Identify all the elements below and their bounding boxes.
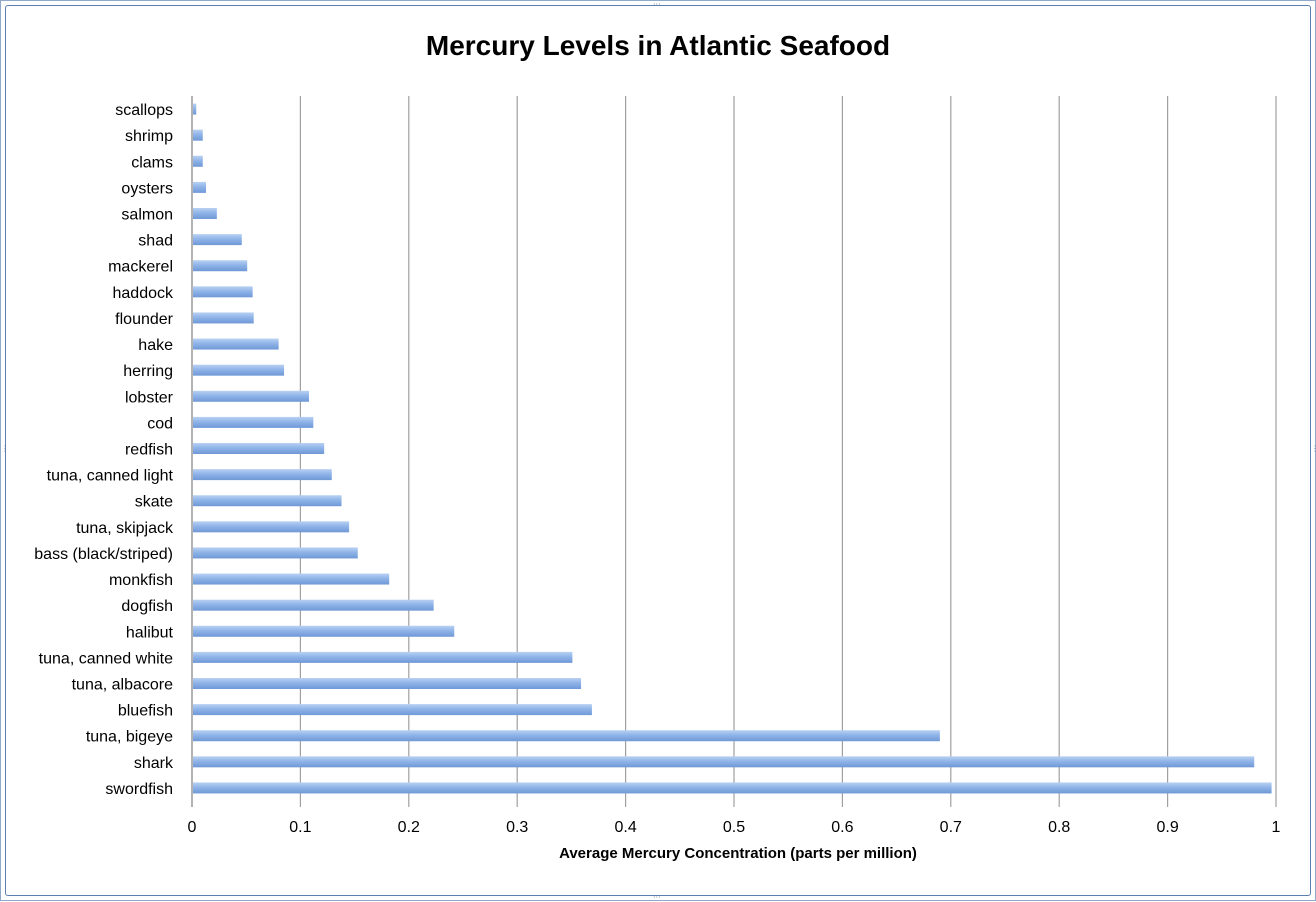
x-axis-title: Average Mercury Concentration (parts per… [559,845,917,862]
x-tick-label: 0.9 [1156,819,1178,836]
category-label: halibut [126,624,174,641]
x-tick-label: 0.4 [614,819,636,836]
category-label: shad [138,233,173,250]
bar [193,103,197,115]
resize-handle-top-icon[interactable]: ··· [653,0,661,9]
chart-border [5,5,1311,896]
x-tick-label: 0.5 [723,819,745,836]
bar [193,599,434,611]
x-tick-label: 0.6 [831,819,853,836]
x-tick-label: 0.7 [940,819,962,836]
bar [193,547,358,559]
bar [193,312,254,324]
category-label: shrimp [125,128,173,145]
x-tick-label: 0.8 [1048,819,1070,836]
bar [193,469,332,481]
resize-handle-bottom-icon[interactable]: ··· [653,893,661,902]
category-label: hake [138,337,173,354]
category-label: clams [131,154,173,171]
category-label: cod [147,415,173,432]
x-tick-label: 0.3 [506,819,528,836]
x-tick-label: 0 [188,819,197,836]
bar [193,129,203,141]
x-tick-label: 1 [1272,819,1281,836]
chart-title: Mercury Levels in Atlantic Seafood [425,30,891,61]
category-label: oysters [121,180,173,197]
resize-handle-left-icon[interactable]: ⋮ [1,444,9,453]
category-label: scallops [115,102,173,119]
category-label: haddock [113,285,174,302]
bar [193,782,1272,794]
bar [193,181,207,193]
bar [193,756,1255,768]
category-label: bluefish [118,703,173,720]
category-label: tuna, canned white [39,650,173,667]
category-label: swordfish [105,781,173,798]
category-label: mackerel [108,259,173,276]
bar [193,495,342,507]
bar [193,155,203,167]
category-label: tuna, skipjack [76,520,174,537]
category-label: tuna, bigeye [86,729,173,746]
category-label: flounder [115,311,173,328]
bar [193,260,248,272]
category-label: dogfish [121,598,173,615]
category-label: bass (black/striped) [34,546,173,563]
category-label: tuna, canned light [47,468,174,485]
category-label: tuna, albacore [72,677,174,694]
bar [193,416,314,428]
x-tick-label: 0.2 [398,819,420,836]
bar [193,234,242,246]
x-tick-label: 0.1 [289,819,311,836]
bar [193,521,350,533]
bar [193,338,279,350]
category-label: redfish [125,442,173,459]
bar [193,390,309,402]
bar [193,286,253,298]
category-label: lobster [125,389,174,406]
bar [193,625,455,637]
category-label: shark [134,755,174,772]
category-label: skate [135,494,173,511]
bar [193,730,940,742]
bar [193,704,592,716]
resize-handle-right-icon[interactable]: ⋮ [1311,444,1316,453]
category-label: salmon [121,207,173,224]
bar [193,678,582,689]
bar [193,573,390,585]
category-label: herring [123,363,173,380]
bar [193,208,217,219]
bar [193,443,325,454]
category-label: monkfish [109,572,173,589]
bar [193,364,285,376]
bar [193,651,573,663]
